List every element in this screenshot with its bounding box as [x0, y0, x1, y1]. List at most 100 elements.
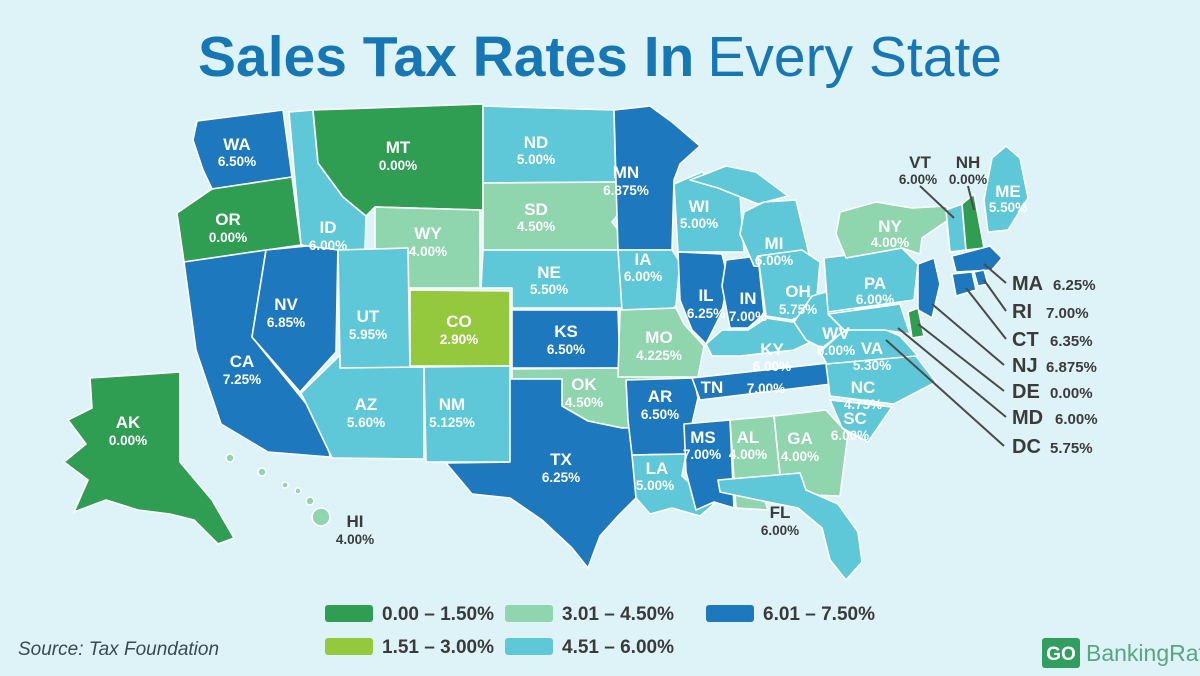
callout-line-ct	[965, 287, 1007, 340]
label-az-abbr: AZ	[355, 395, 378, 414]
hawaii-island	[225, 453, 235, 463]
label-wy-abbr: WY	[414, 224, 442, 243]
label-ky-rate: 6.00%	[753, 359, 791, 374]
label-id-abbr: ID	[320, 218, 337, 237]
legend-swatch-1	[325, 638, 373, 655]
state-sc	[829, 399, 893, 443]
label-ia-abbr: IA	[635, 250, 652, 269]
label-pa-abbr: PA	[864, 274, 886, 293]
callout-dc-abbr: DC	[1012, 436, 1041, 458]
label-ut-abbr: UT	[357, 307, 380, 326]
label-mt-abbr: MT	[386, 138, 411, 157]
label-ms-abbr: MS	[690, 428, 716, 447]
logo-go-text: GO	[1046, 644, 1076, 665]
legend-swatch-2	[505, 605, 553, 622]
label-ut-rate: 5.95%	[349, 327, 387, 342]
label-mn-rate: 6.875%	[603, 183, 649, 198]
state-nc	[825, 355, 937, 405]
state-sd	[482, 181, 621, 251]
label-pa-rate: 6.00%	[856, 292, 894, 307]
label-ak-abbr: AK	[116, 413, 141, 432]
callout-nj-rate: 6.875%	[1046, 359, 1097, 376]
legend-label-3: 4.51 – 6.00%	[562, 637, 674, 658]
label-la-rate: 5.00%	[636, 478, 674, 493]
label-co-rate: 2.90%	[440, 332, 478, 347]
legend-swatch-4	[706, 605, 754, 622]
label-ar-rate: 6.50%	[641, 407, 679, 422]
label-tn-rate: 7.00%	[747, 381, 785, 396]
legend-label-2: 3.01 – 4.50%	[562, 604, 674, 625]
label-al-abbr: AL	[737, 428, 760, 447]
label-mo-rate: 4.225%	[636, 348, 682, 363]
label-wa-rate: 6.50%	[218, 154, 256, 169]
label-ok-rate: 4.50%	[565, 395, 603, 410]
label-ar-abbr: AR	[648, 387, 673, 406]
callout-line-nj	[931, 303, 1005, 366]
state-il	[677, 251, 729, 345]
state-nm	[423, 365, 511, 463]
label-fl-abbr: FL	[770, 503, 791, 522]
label-id-rate: 6.00%	[309, 238, 347, 253]
callout-line-ri	[983, 279, 1007, 312]
label-az-rate: 5.60%	[347, 415, 385, 430]
callout-line-md	[897, 327, 1007, 418]
state-md	[827, 303, 911, 335]
hawaii-island	[281, 481, 289, 489]
state-ct	[951, 271, 977, 297]
label-il-abbr: IL	[698, 286, 713, 305]
label-ne-rate: 5.50%	[530, 282, 568, 297]
callout-ri-abbr: RI	[1012, 301, 1032, 323]
label-vt-abbr: VT	[909, 153, 931, 172]
callout-de-rate: 0.00%	[1050, 385, 1093, 402]
label-mi-abbr: MI	[765, 234, 784, 253]
callout-line-vt	[919, 185, 955, 219]
label-hi-rate: 4.00%	[336, 532, 374, 547]
callout-line-de	[917, 323, 1005, 392]
callout-lines	[885, 185, 1007, 447]
callout-ct-abbr: CT	[1012, 329, 1039, 351]
label-wv-rate: 6.00%	[817, 343, 855, 358]
page-title-bold: Sales Tax Rates In	[198, 25, 694, 89]
label-tx-abbr: TX	[550, 450, 572, 469]
label-vt-rate: 6.00%	[899, 172, 937, 187]
label-fl-rate: 6.00%	[761, 523, 799, 538]
callout-ct-rate: 6.35%	[1050, 333, 1093, 350]
label-ks-abbr: KS	[554, 322, 578, 341]
label-sc-rate: 6.00%	[831, 428, 869, 443]
label-ne-abbr: NE	[537, 263, 561, 282]
label-wa-abbr: WA	[223, 135, 250, 154]
us-map	[63, 103, 1029, 581]
legend-label-0: 0.00 – 1.50%	[382, 604, 494, 625]
label-oh-abbr: OH	[785, 282, 811, 301]
logo-rest-text: BankingRates	[1086, 640, 1200, 666]
label-in-rate: 7.00%	[729, 309, 767, 324]
label-ny-abbr: NY	[878, 217, 902, 236]
state-nd	[482, 105, 617, 184]
label-ga-abbr: GA	[787, 429, 813, 448]
label-ny-rate: 4.00%	[871, 235, 909, 250]
callout-md-abbr: MD	[1012, 407, 1043, 429]
label-nv-rate: 6.85%	[267, 315, 305, 330]
label-ca-abbr: CA	[230, 352, 255, 371]
source-note: Source: Tax Foundation	[18, 639, 219, 660]
state-ak	[63, 371, 235, 545]
callout-md-rate: 6.00%	[1055, 411, 1098, 428]
label-al-rate: 4.00%	[729, 447, 767, 462]
label-tn-abbr: TN	[701, 378, 724, 397]
label-ak-rate: 0.00%	[109, 433, 147, 448]
label-wv-abbr: WV	[822, 324, 850, 343]
label-ia-rate: 6.00%	[624, 269, 662, 284]
label-tx-rate: 6.25%	[542, 470, 580, 485]
label-nv-abbr: NV	[274, 295, 298, 314]
page-title-light: Every State	[707, 25, 1002, 89]
label-oh-rate: 5.75%	[779, 302, 817, 317]
legend-label-4: 6.01 – 7.50%	[763, 604, 875, 625]
callout-line-ma	[983, 263, 1007, 284]
state-hi	[225, 453, 331, 527]
page-title: Sales Tax Rates In Every State	[198, 25, 1002, 89]
callout-ri-rate: 7.00%	[1046, 305, 1089, 322]
callout-de-abbr: DE	[1012, 381, 1040, 403]
legend: 0.00 – 1.50% 3.01 – 4.50% 6.01 – 7.50% 1…	[325, 604, 875, 658]
label-me-rate: 5.50%	[989, 200, 1027, 215]
label-ca-rate: 7.25%	[223, 372, 261, 387]
